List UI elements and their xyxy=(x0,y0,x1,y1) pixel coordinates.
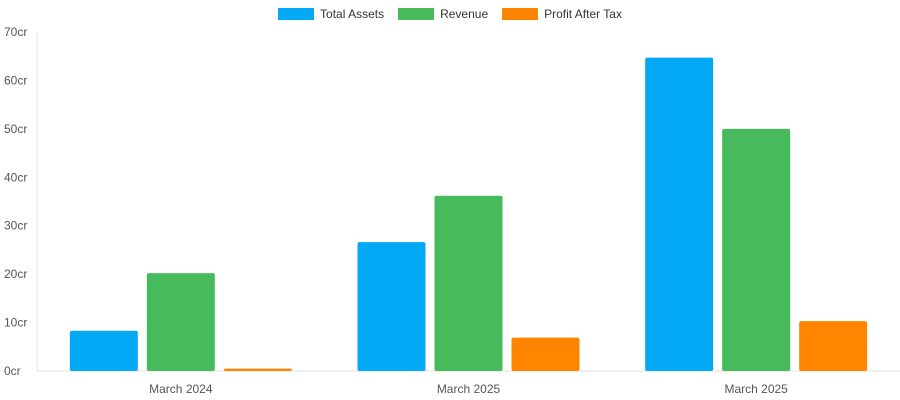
y-tick-label: 50cr xyxy=(4,122,27,136)
bar-total-assets[interactable] xyxy=(69,330,138,371)
x-tick-label: March 2025 xyxy=(724,382,788,396)
legend-item-revenue[interactable]: Revenue xyxy=(398,7,488,21)
bar-profit-after-tax[interactable] xyxy=(799,321,868,371)
y-tick-label: 30cr xyxy=(4,219,27,233)
chart-legend: Total Assets Revenue Profit After Tax xyxy=(0,7,900,21)
legend-label-profit-after-tax: Profit After Tax xyxy=(544,7,622,21)
legend-item-profit-after-tax[interactable]: Profit After Tax xyxy=(502,7,622,21)
legend-label-revenue: Revenue xyxy=(440,7,489,21)
x-tick-label: March 2024 xyxy=(149,382,213,396)
y-tick-label: 10cr xyxy=(4,316,27,330)
y-tick-label: 0cr xyxy=(4,364,21,378)
bar-profit-after-tax[interactable] xyxy=(511,337,580,371)
bar-total-assets[interactable] xyxy=(357,242,426,371)
y-tick-label: 20cr xyxy=(4,267,27,281)
legend-swatch-revenue xyxy=(398,8,435,20)
bar-revenue[interactable] xyxy=(722,128,791,371)
bar-revenue[interactable] xyxy=(434,195,503,371)
y-tick-label: 60cr xyxy=(4,73,27,87)
legend-swatch-total-assets xyxy=(278,8,315,20)
legend-label-total-assets: Total Assets xyxy=(320,7,385,21)
y-tick-label: 40cr xyxy=(4,170,27,184)
x-tick-label: March 2025 xyxy=(437,382,501,396)
bar-total-assets[interactable] xyxy=(645,57,714,371)
legend-swatch-profit-after-tax xyxy=(502,8,539,20)
bar-revenue[interactable] xyxy=(146,273,215,371)
bar-profit-after-tax[interactable] xyxy=(223,368,292,371)
y-tick-label: 70cr xyxy=(4,25,27,39)
legend-item-total-assets[interactable]: Total Assets xyxy=(278,7,384,21)
